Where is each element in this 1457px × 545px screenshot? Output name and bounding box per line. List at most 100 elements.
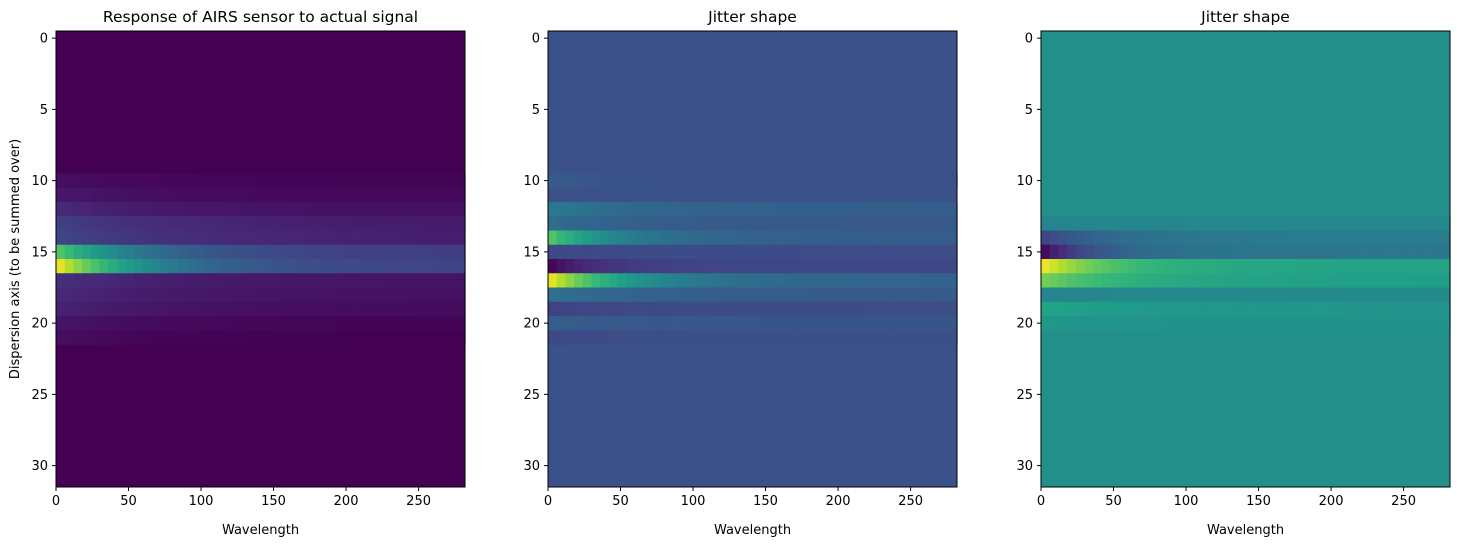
heatmap-cell-row-17 [1415,273,1425,288]
heatmap-cell-row-13 [809,216,819,231]
heatmap-cell-row-12 [299,202,309,217]
heatmap-cell-row-10 [678,173,688,189]
heatmap-cell-row-15 [308,244,318,260]
heatmap-cell-row-13 [1093,216,1103,231]
heatmap-cell-row-18 [108,287,118,303]
heatmap-cell-row-18 [617,287,627,303]
heatmap-cell-row-20 [852,316,862,331]
y-tick-label: 5 [1025,103,1033,118]
heatmap-cell-row-13 [1223,216,1234,231]
heatmap-cell-row-12 [238,202,249,217]
heatmap-cell-row-16 [1223,259,1234,274]
heatmap-cell-row-11 [177,187,188,203]
heatmap-cell-row-14 [1310,230,1321,246]
heatmap-cell-row-15 [212,244,222,260]
heatmap-cell-row-15 [143,244,153,260]
heatmap-cell-row-12 [835,202,845,217]
heatmap-cell-row-18 [1302,287,1312,303]
heatmap-cell-row-13 [600,216,610,231]
heatmap-cell-row-19 [1075,301,1086,317]
heatmap-cell-row-10 [430,173,440,189]
heatmap-cell-row-15 [90,244,101,260]
heatmap-cell-row-20 [386,316,396,331]
heatmap-cell-row-20 [669,316,680,331]
heatmap-cell-row-18 [151,287,162,303]
heatmap-cell-row-19 [1188,301,1199,317]
heatmap-cell-row-11 [421,187,431,203]
heatmap-cell-row-17 [1119,273,1129,288]
heatmap-cell-row-19 [264,301,275,317]
heatmap-cell-row-10 [151,173,162,189]
heatmap-cell-row-19 [765,301,775,317]
heatmap-cell-row-12 [195,202,205,217]
heatmap-cell-row-16 [56,259,66,274]
heatmap-cell-row-21 [169,330,179,345]
heatmap-cell-row-12 [809,202,819,217]
heatmap-cell-row-19 [661,301,671,317]
heatmap-cell-row-19 [230,301,240,317]
heatmap-cell-row-21 [843,330,854,345]
heatmap-cell-row-18 [1206,287,1216,303]
heatmap-cell-row-12 [608,202,619,217]
heatmap-cell-row-15 [447,244,457,260]
heatmap-cell-row-18 [843,287,854,303]
heatmap-cell-row-18 [1284,287,1294,303]
heatmap-cell-row-16 [1197,259,1207,274]
heatmap-cell-row-12 [56,202,66,217]
heatmap-cell-row-17 [704,273,714,288]
heatmap-cell-row-20 [1075,316,1086,331]
heatmap-cell-row-19 [1328,301,1338,317]
heatmap-cell-row-21 [939,330,949,345]
heatmap-cell-row-13 [1319,216,1329,231]
heatmap-cell-row-17 [1188,273,1199,288]
heatmap-cell-row-16 [1067,259,1077,274]
heatmap-cell-row-14 [386,230,396,246]
heatmap-cell-row-13 [826,216,836,231]
heatmap-cell-row-12 [404,202,414,217]
heatmap-cell-row-18 [1354,287,1364,303]
heatmap-cell-row-14 [212,230,222,246]
x-tick-label: 100 [1174,494,1199,509]
heatmap-cell-row-18 [913,287,923,303]
heatmap-cell-row-12 [108,202,118,217]
heatmap-cell-row-19 [1284,301,1294,317]
heatmap-cell-row-10 [582,173,593,189]
heatmap-cell-row-14 [412,230,423,246]
heatmap-cell-row-12 [90,202,101,217]
heatmap-cell-row-19 [600,301,610,317]
heatmap-cell-row-21 [565,330,575,345]
heatmap-cell-row-18 [722,287,732,303]
heatmap-cell-row-16 [1180,259,1190,274]
heatmap-cell-row-17 [878,273,888,288]
heatmap-cell-row-12 [395,202,405,217]
heatmap-cell-row-15 [386,244,396,260]
heatmap-cell-row-19 [203,301,214,317]
heatmap-cell-row-13 [1302,216,1312,231]
heatmap-cell-row-16 [1415,259,1425,274]
heatmap-cell-row-19 [913,301,923,317]
heatmap-cell-row-19 [948,301,958,317]
heatmap-cell-row-17 [1319,273,1329,288]
heatmap-cell-row-10 [99,173,109,189]
heatmap-cell-row-16 [73,259,83,274]
heatmap-cell-row-10 [722,173,732,189]
heatmap-cell-row-12 [756,202,767,217]
heatmap-cell-row-18 [143,287,153,303]
heatmap-cell-row-13 [591,216,601,231]
heatmap-cell-row-20 [1275,316,1286,331]
heatmap-cell-row-15 [722,244,732,260]
heatmap-cell-row-19 [73,301,83,317]
heatmap-cell-row-21 [412,330,423,345]
heatmap-cell-row-14 [125,230,135,246]
heatmap-cell-row-15 [652,244,662,260]
heatmap-cell-row-15 [1171,244,1181,260]
heatmap-cell-row-13 [99,216,109,231]
heatmap-cell-row-18 [351,287,362,303]
heatmap-cell-row-15 [151,244,162,260]
heatmap-cell-row-17 [1432,273,1442,288]
heatmap-cell-row-13 [669,216,680,231]
heatmap-cell-row-12 [730,202,741,217]
heatmap-cell-row-17 [1180,273,1190,288]
heatmap-cell-row-15 [556,244,566,260]
